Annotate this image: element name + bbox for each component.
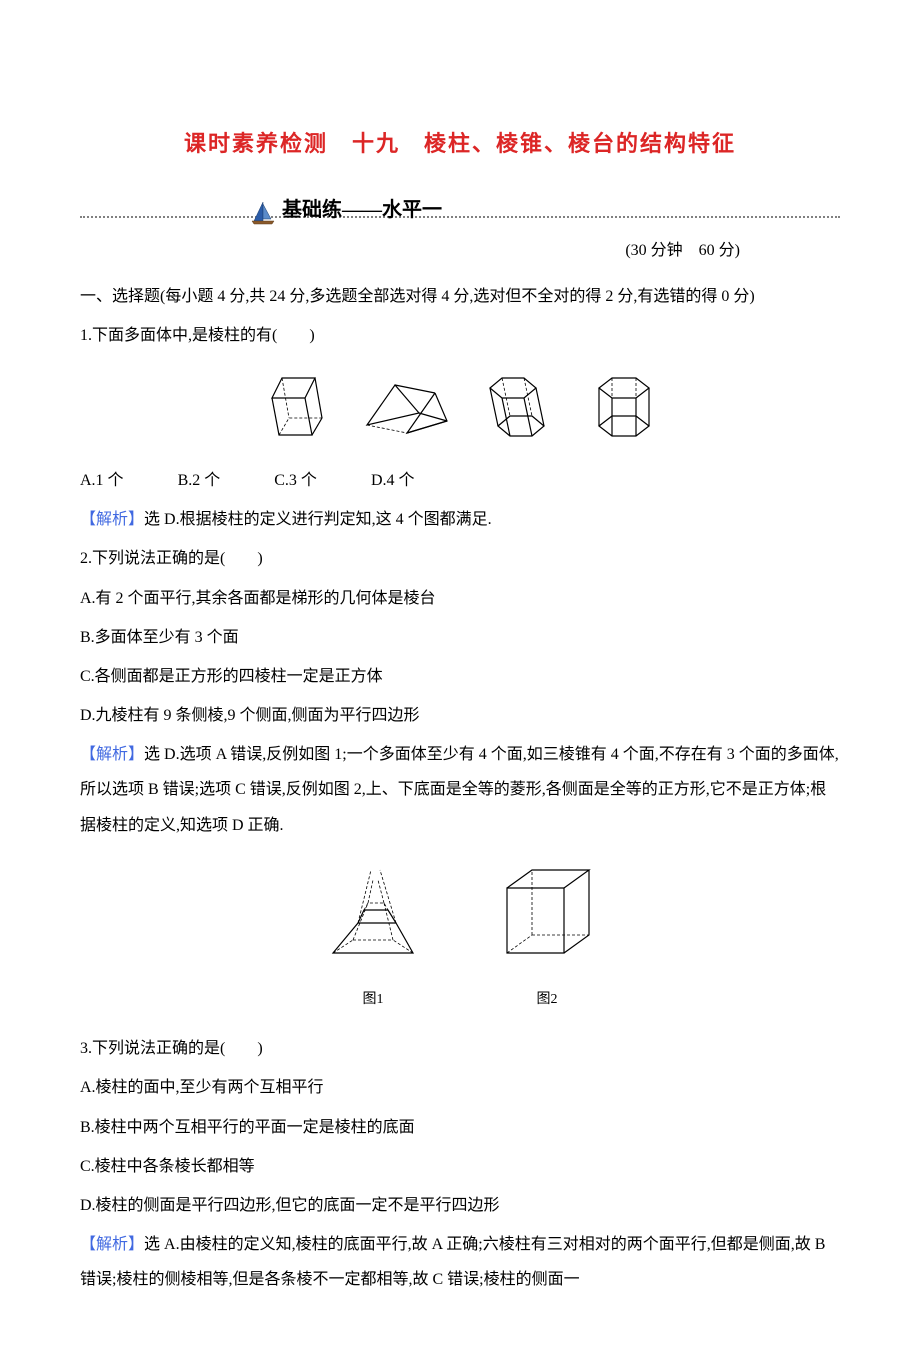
dotted-divider: [80, 216, 840, 218]
section-label: 基础练——水平一: [282, 188, 442, 232]
figure2-container: 图2: [492, 858, 602, 1016]
q2-optC: C.各侧面都是正方形的四棱柱一定是正方体: [80, 659, 840, 694]
prism-triangular-icon: [357, 373, 452, 443]
q2-answer-body: 选 D.选项 A 错误,反例如图 1;一个多面体至少有 4 个面,如三棱锥有 4…: [80, 746, 839, 833]
q1-options: A.1 个 B.2 个 C.3 个 D.4 个: [80, 463, 840, 498]
prism-hex-oblique-icon: [472, 370, 564, 445]
q3-optD: D.棱柱的侧面是平行四边形,但它的底面一定不是平行四边形: [80, 1188, 840, 1223]
q1-optD: D.4 个: [371, 472, 415, 489]
q3-stem: 3.下列说法正确的是( ): [80, 1031, 840, 1066]
timing-info: (30 分钟 60 分): [80, 233, 840, 268]
q1-stem: 1.下面多面体中,是棱柱的有( ): [80, 318, 840, 353]
q1-optB: B.2 个: [178, 472, 221, 489]
section-header: 基础练——水平一: [80, 188, 840, 218]
figure1-label: 图1: [318, 985, 428, 1016]
q2-figures: 图1 图2: [80, 858, 840, 1016]
answer-label: 【解析】: [80, 746, 144, 763]
prism-oblique-icon: [257, 370, 337, 445]
q2-optA: A.有 2 个面平行,其余各面都是梯形的几何体是棱台: [80, 581, 840, 616]
q3-answer-body: 选 A.由棱柱的定义知,棱柱的底面平行,故 A 正确;六棱柱有三对相对的两个面平…: [80, 1236, 825, 1288]
lesson-title: 课时素养检测 十九 棱柱、棱锥、棱台的结构特征: [80, 120, 840, 168]
rhombic-prism-icon: [492, 858, 602, 968]
q3-optB: B.棱柱中两个互相平行的平面一定是棱柱的底面: [80, 1110, 840, 1145]
q1-optA: A.1 个: [80, 472, 124, 489]
section-instructions: 一、选择题(每小题 4 分,共 24 分,多选题全部选对得 4 分,选对但不全对…: [80, 279, 840, 314]
section-banner: 基础练——水平一: [250, 188, 442, 232]
q3-answer: 【解析】选 A.由棱柱的定义知,棱柱的底面平行,故 A 正确;六棱柱有三对相对的…: [80, 1227, 840, 1297]
q2-stem: 2.下列说法正确的是( ): [80, 541, 840, 576]
q3-optA: A.棱柱的面中,至少有两个互相平行: [80, 1070, 840, 1105]
q1-answer-body: 选 D.根据棱柱的定义进行判定知,这 4 个图都满足.: [144, 511, 492, 528]
figure1-container: 图1: [318, 858, 428, 1016]
q1-optC: C.3 个: [274, 472, 317, 489]
sail-icon: [250, 197, 276, 223]
q2-optD: D.九棱柱有 9 条侧棱,9 个侧面,侧面为平行四边形: [80, 698, 840, 733]
figure2-label: 图2: [492, 985, 602, 1016]
q2-answer: 【解析】选 D.选项 A 错误,反例如图 1;一个多面体至少有 4 个面,如三棱…: [80, 737, 840, 843]
answer-label: 【解析】: [80, 1236, 144, 1253]
answer-label: 【解析】: [80, 511, 144, 528]
q3-optC: C.棱柱中各条棱长都相等: [80, 1149, 840, 1184]
q1-figures: [80, 368, 840, 448]
prism-hex-upright-icon: [584, 368, 664, 448]
q2-optB: B.多面体至少有 3 个面: [80, 620, 840, 655]
q1-answer: 【解析】选 D.根据棱柱的定义进行判定知,这 4 个图都满足.: [80, 502, 840, 537]
frustum-icon: [318, 858, 428, 968]
